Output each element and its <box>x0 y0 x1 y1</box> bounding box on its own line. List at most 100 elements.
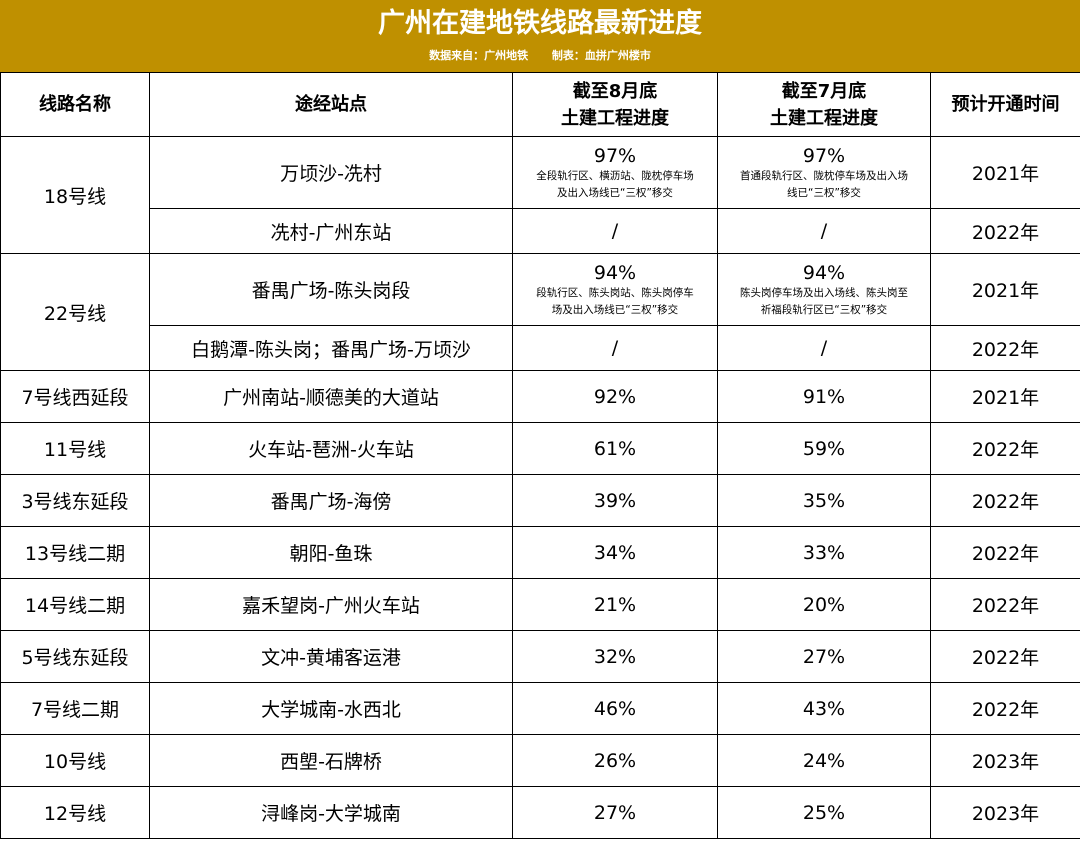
aug-progress-cell: 21% <box>512 578 718 631</box>
stations-cell: 西塱-石牌桥 <box>149 734 513 787</box>
col-stations: 途经站点 <box>149 72 513 137</box>
aug-progress-note: 场及出入场线已“三权”移交 <box>551 303 679 316</box>
opening-cell: 2022年 <box>930 578 1080 631</box>
jul-progress-note: 首通段轨行区、陇枕停车场及出入场 <box>740 169 908 182</box>
line-name-cell: 22号线 <box>0 253 150 371</box>
aug-progress-cell: 61% <box>512 422 718 475</box>
opening-cell: 2022年 <box>930 208 1080 254</box>
jul-progress-value: 94% <box>802 261 846 284</box>
table-row: 冼村-广州东站 / / 2022年 <box>1 208 1080 254</box>
table-author: 制表：血拼广州楼市 <box>551 49 651 62</box>
table-row: 白鹅潭-陈头岗；番禺广场-万顷沙 / / 2022年 <box>1 325 1080 371</box>
aug-progress-note: 全段轨行区、横沥站、陇枕停车场 <box>536 169 694 182</box>
simple-rows-body: 7号线西延段 广州南站-顺德美的大道站 92% 91% 2021年 11号线 火车站-琶洲-… <box>0 370 1080 839</box>
table-row: 22号线 番禺广场-陈头岗段 94% 段轨行区、陈头岗站、陈头岗停车 场及出入场… <box>0 253 1080 371</box>
col-aug-progress: 截至8月底 土建工程进度 <box>512 72 718 137</box>
aug-progress-cell: 32% <box>512 630 718 683</box>
stations-cell: 大学城南-水西北 <box>149 682 513 735</box>
aug-progress-note: 及出入场线已“三权”移交 <box>557 186 673 199</box>
jul-progress-value: 97% <box>802 144 846 167</box>
table-row: 11号线 火车站-琶洲-火车站 61% 59% 2022年 <box>0 422 1080 475</box>
opening-cell: 2021年 <box>930 253 1080 326</box>
stations-cell: 广州南站-顺德美的大道站 <box>149 370 513 423</box>
stations-cell: 朝阳-鱼珠 <box>149 526 513 579</box>
stations-cell: 万顷沙-冼村 <box>149 136 513 209</box>
column-header-row: 线路名称 途经站点 截至8月底 土建工程进度 截至7月底 土建工程进度 预计开通… <box>0 72 1080 137</box>
jul-progress-cell: 94% 陈头岗停车场及出入场线、陈头岗至 祈福段轨行区已“三权”移交 <box>717 253 931 326</box>
table-row: 18号线 万顷沙-冼村 97% 全段轨行区、横沥站、陇枕停车场 及出入场线已“三… <box>0 136 1080 254</box>
jul-progress-cell: 33% <box>717 526 931 579</box>
page-subtitle: 数据来自：广州地铁 制表：血拼广州楼市 <box>0 48 1080 64</box>
aug-progress-cell: 92% <box>512 370 718 423</box>
aug-progress-cell: 26% <box>512 734 718 787</box>
table-row: 10号线 西塱-石牌桥 26% 24% 2023年 <box>0 734 1080 787</box>
jul-progress-note: 线已“三权”移交 <box>787 186 861 199</box>
aug-progress-cell: 39% <box>512 474 718 527</box>
opening-cell: 2022年 <box>930 526 1080 579</box>
opening-cell: 2022年 <box>930 474 1080 527</box>
jul-progress-cell: / <box>717 208 931 254</box>
jul-progress-cell: / <box>717 325 931 371</box>
stations-cell: 嘉禾望岗-广州火车站 <box>149 578 513 631</box>
jul-progress-note: 陈头岗停车场及出入场线、陈头岗至 <box>740 286 908 299</box>
stations-cell: 白鹅潭-陈头岗；番禺广场-万顷沙 <box>149 325 513 371</box>
line-name-cell: 7号线二期 <box>0 682 150 735</box>
line-name-cell: 7号线西延段 <box>0 370 150 423</box>
aug-progress-value: 94% <box>593 261 637 284</box>
opening-cell: 2021年 <box>930 370 1080 423</box>
table-row: 7号线二期 大学城南-水西北 46% 43% 2022年 <box>0 682 1080 735</box>
opening-cell: 2023年 <box>930 734 1080 787</box>
aug-progress-cell: / <box>512 208 718 254</box>
stations-cell: 文冲-黄埔客运港 <box>149 630 513 683</box>
opening-cell: 2022年 <box>930 325 1080 371</box>
stations-cell: 番禺广场-陈头岗段 <box>149 253 513 326</box>
jul-progress-cell: 35% <box>717 474 931 527</box>
aug-progress-note: 段轨行区、陈头岗站、陈头岗停车 <box>536 286 694 299</box>
table-row: 5号线东延段 文冲-黄埔客运港 32% 27% 2022年 <box>0 630 1080 683</box>
jul-progress-cell: 97% 首通段轨行区、陇枕停车场及出入场 线已“三权”移交 <box>717 136 931 209</box>
col-jul-progress-line1: 截至7月底 <box>781 80 867 102</box>
aug-progress-cell: 94% 段轨行区、陈头岗站、陈头岗停车 场及出入场线已“三权”移交 <box>512 253 718 326</box>
jul-progress-cell: 59% <box>717 422 931 475</box>
table-row: 12号线 浔峰岗-大学城南 27% 25% 2023年 <box>0 786 1080 839</box>
stations-cell: 冼村-广州东站 <box>149 208 513 254</box>
col-jul-progress-line2: 土建工程进度 <box>770 107 878 129</box>
data-source: 数据来自：广州地铁 <box>429 49 529 62</box>
jul-progress-cell: 24% <box>717 734 931 787</box>
opening-cell: 2022年 <box>930 682 1080 735</box>
jul-progress-cell: 43% <box>717 682 931 735</box>
stations-cell: 火车站-琶洲-火车站 <box>149 422 513 475</box>
col-line-name: 线路名称 <box>0 72 150 137</box>
metro-progress-table: 线路名称 途经站点 截至8月底 土建工程进度 截至7月底 土建工程进度 预计开通… <box>0 72 1080 839</box>
table-row: 7号线西延段 广州南站-顺德美的大道站 92% 91% 2021年 <box>0 370 1080 423</box>
opening-cell: 2022年 <box>930 630 1080 683</box>
col-aug-progress-line1: 截至8月底 <box>572 80 658 102</box>
stations-cell: 浔峰岗-大学城南 <box>149 786 513 839</box>
aug-progress-cell: / <box>512 325 718 371</box>
stations-cell: 番禺广场-海傍 <box>149 474 513 527</box>
jul-progress-cell: 91% <box>717 370 931 423</box>
col-opening-time: 预计开通时间 <box>930 72 1080 137</box>
opening-cell: 2023年 <box>930 786 1080 839</box>
table-row: 14号线二期 嘉禾望岗-广州火车站 21% 20% 2022年 <box>0 578 1080 631</box>
line-name-cell: 18号线 <box>0 136 150 254</box>
aug-progress-cell: 27% <box>512 786 718 839</box>
table-row: 3号线东延段 番禺广场-海傍 39% 35% 2022年 <box>0 474 1080 527</box>
line-name-cell: 13号线二期 <box>0 526 150 579</box>
line-name-cell: 14号线二期 <box>0 578 150 631</box>
aug-progress-value: 97% <box>593 144 637 167</box>
aug-progress-cell: 97% 全段轨行区、横沥站、陇枕停车场 及出入场线已“三权”移交 <box>512 136 718 209</box>
col-jul-progress: 截至7月底 土建工程进度 <box>717 72 931 137</box>
line-name-cell: 10号线 <box>0 734 150 787</box>
aug-progress-cell: 34% <box>512 526 718 579</box>
opening-cell: 2021年 <box>930 136 1080 209</box>
line-name-cell: 5号线东延段 <box>0 630 150 683</box>
jul-progress-cell: 20% <box>717 578 931 631</box>
aug-progress-cell: 46% <box>512 682 718 735</box>
table-row: 13号线二期 朝阳-鱼珠 34% 33% 2022年 <box>0 526 1080 579</box>
line-name-cell: 11号线 <box>0 422 150 475</box>
page-title: 广州在建地铁线路最新进度 <box>378 8 702 39</box>
jul-progress-cell: 27% <box>717 630 931 683</box>
opening-cell: 2022年 <box>930 422 1080 475</box>
jul-progress-note: 祈福段轨行区已“三权”移交 <box>760 303 888 316</box>
